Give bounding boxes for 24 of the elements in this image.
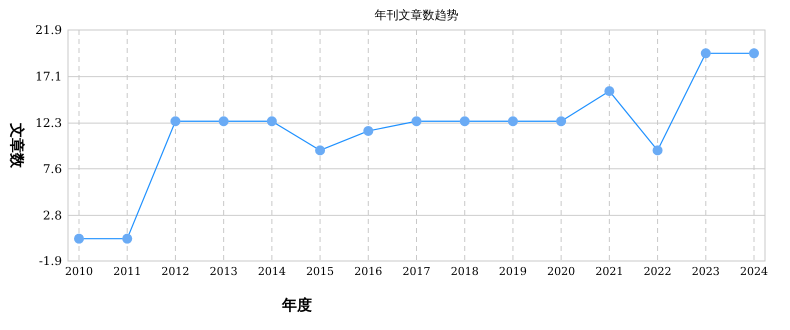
x-tick-label: 2021	[595, 265, 624, 278]
x-tick-label: 2024	[740, 265, 768, 278]
x-tick-label: 2017	[402, 265, 430, 278]
y-tick-label: 2.8	[42, 208, 62, 222]
x-tick-label: 2019	[498, 265, 527, 278]
y-tick-label: 21.9	[35, 23, 62, 37]
x-tick-label: 2013	[210, 265, 238, 278]
x-tick-label: 2020	[547, 265, 576, 278]
x-tick-label: 2018	[450, 265, 479, 278]
x-tick-label: 2015	[306, 265, 334, 278]
chart-title: 年刊文章数趋势	[374, 8, 458, 22]
y-axis-title: 文章数	[8, 122, 26, 169]
x-tick-label: 2016	[354, 265, 382, 278]
x-tick-label: 2012	[161, 265, 190, 278]
x-tick-label: 2011	[113, 265, 142, 278]
y-tick-label: 12.3	[35, 116, 62, 130]
x-tick-label: 2023	[692, 265, 720, 278]
y-tick-label: -1.9	[38, 254, 62, 268]
y-tick-label: 7.6	[42, 162, 62, 176]
x-tick-label: 2022	[644, 265, 672, 278]
x-tick-label: 2014	[258, 265, 286, 278]
x-tick-label: 2010	[65, 265, 93, 278]
x-axis-title: 年度	[281, 296, 312, 314]
y-tick-label: 17.1	[35, 70, 62, 84]
